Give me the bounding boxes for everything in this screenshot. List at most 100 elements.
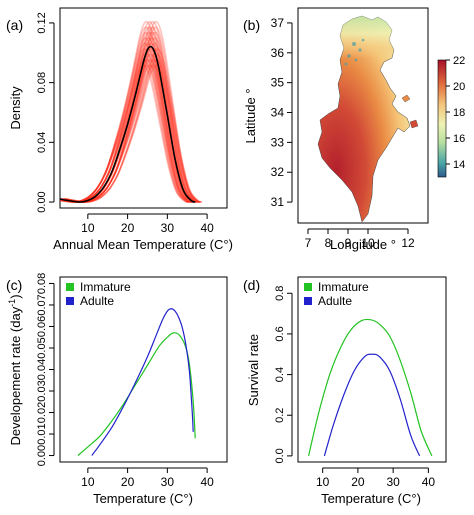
panel-a-x-axis: 10 20 30 40	[81, 213, 214, 235]
ensemble-density-curve	[60, 53, 193, 203]
y-tick-label: 32	[271, 165, 285, 179]
ensemble-density-curve	[65, 59, 202, 203]
panel-b-tag: (b)	[243, 17, 260, 33]
panel-c-xlabel: Temperature (C°)	[93, 491, 193, 506]
y-tick-label: 0.6	[274, 326, 286, 341]
ensemble-density-curve	[66, 53, 202, 203]
y-tick-label: 0.04	[36, 132, 48, 153]
series-line-adulte	[91, 308, 194, 456]
ensemble-density-curve	[60, 64, 189, 203]
x-tick-label: 10	[361, 236, 375, 250]
y-tick-label: 0.02	[36, 402, 48, 423]
ensemble-density-curve	[60, 20, 192, 203]
panel-c-curves	[77, 308, 196, 456]
x-tick-label: 20	[121, 475, 135, 489]
x-tick-label: 9	[345, 236, 352, 250]
legend-swatch-adulte	[66, 297, 74, 305]
x-tick-label: 40	[422, 475, 436, 489]
y-tick-label: 0.03	[36, 380, 48, 401]
y-tick-label: 37	[271, 16, 285, 30]
tunisia-north-cool-zone	[340, 16, 394, 86]
x-tick-label: 8	[325, 236, 332, 250]
y-tick-label: 0.00	[36, 191, 48, 212]
panel-d-x-axis: 10 20 30 40	[316, 467, 436, 489]
panel-c-y-axis: 0.000.010.020.030.040.050.060.070.08	[36, 273, 55, 466]
y-tick-label: 0.01	[36, 423, 48, 444]
panel-d-y-axis: 0.0 0.2 0.4 0.6 0.8	[274, 286, 293, 464]
ensemble-density-curve	[60, 59, 189, 203]
ensemble-density-curve	[63, 42, 200, 203]
x-tick-label: 40	[200, 475, 214, 489]
y-tick-label: 0.12	[36, 12, 48, 33]
y-tick-label: 0.07	[36, 294, 48, 315]
panel-d-xlabel: Temperature (C°)	[321, 491, 421, 506]
ensemble-density-curve	[62, 59, 199, 203]
panel-b-xlabel: Longitude °	[330, 237, 396, 252]
legend-label-immature: Immature	[80, 280, 131, 294]
y-tick-label: 0.04	[36, 359, 48, 380]
legend-swatch-immature	[66, 283, 74, 291]
ensemble-density-curve	[60, 53, 189, 203]
panel-c-ylabel: Developement rate (day-1)	[7, 294, 23, 445]
colorbar-tick-label: 20	[453, 81, 465, 93]
y-tick-label: 0.4	[274, 367, 286, 382]
y-tick-label: 0.2	[274, 408, 286, 423]
panel-d-tag: (d)	[243, 277, 260, 293]
y-tick-label: 33	[271, 135, 285, 149]
panel-a-ensemble-curves	[60, 20, 203, 203]
ensemble-density-curve	[63, 53, 199, 203]
x-tick-label: 20	[121, 221, 135, 235]
panel-c-x-axis: 10 20 30 40	[81, 467, 214, 489]
ensemble-density-curve	[66, 48, 203, 203]
x-tick-label: 10	[81, 475, 95, 489]
legend-swatch-adulte	[304, 297, 312, 305]
colorbar-tick-label: 18	[453, 107, 465, 119]
ensemble-density-curve	[62, 64, 198, 203]
x-tick-label: 10	[316, 475, 330, 489]
x-tick-label: 30	[161, 221, 175, 235]
series-line-immature	[308, 318, 433, 457]
ensemble-density-curve	[60, 48, 193, 203]
panel-b-x-axis: 7 8 9 10 12	[305, 228, 415, 250]
panel-a-frame	[59, 7, 228, 209]
x-tick-label: 12	[401, 236, 415, 250]
x-tick-label: 30	[386, 475, 400, 489]
mean-density-curve	[60, 45, 196, 203]
ensemble-density-curve	[60, 42, 190, 203]
panel-a-ylabel: Density	[8, 86, 23, 130]
ensemble-density-curve	[64, 31, 201, 203]
ensemble-density-curve	[65, 64, 202, 203]
y-tick-label: 0.08	[36, 72, 48, 93]
panel-c-legend: Immature Adulte	[66, 280, 131, 308]
panel-b-frame	[297, 7, 429, 224]
colorbar-tick-label: 16	[453, 133, 465, 145]
x-tick-label: 10	[81, 221, 95, 235]
series-line-immature	[77, 332, 196, 456]
colorbar-tick-label: 14	[453, 159, 465, 171]
y-tick-label: 31	[271, 195, 285, 209]
y-tick-label: 0.05	[36, 337, 48, 358]
panel-d-survival: (d) 10 20 30 40 0.0 0.2 0.4 0.6 0.8 Immature Ad…	[243, 276, 447, 506]
ensemble-density-curve	[60, 42, 193, 203]
x-tick-label: 30	[161, 475, 175, 489]
legend-label-adulte: Adulte	[80, 294, 114, 308]
x-tick-label: 40	[200, 221, 214, 235]
ensemble-density-curve	[63, 48, 200, 203]
ensemble-density-curve	[60, 59, 192, 203]
ensemble-density-curve	[64, 26, 201, 203]
ensemble-density-curve	[60, 37, 191, 203]
y-tick-label: 35	[271, 76, 285, 90]
panel-c-development: (c) 10 20 30 40 0.000.010.020.030.040.050.0…	[6, 273, 228, 506]
panel-d-frame	[297, 276, 447, 463]
y-tick-label: 34	[271, 106, 285, 120]
x-tick-label: 7	[305, 236, 312, 250]
legend-label-adulte: Adulte	[318, 294, 352, 308]
y-tick-label: 36	[271, 46, 285, 60]
kerkennah-islands	[401, 94, 419, 129]
colorbar-tick-label: 22	[453, 55, 465, 67]
y-tick-label: 0.00	[36, 445, 48, 466]
panel-a-mean-curve-group	[60, 45, 196, 203]
panel-a-tag: (a)	[6, 17, 23, 33]
tunisia-highland-speckles	[344, 38, 365, 66]
